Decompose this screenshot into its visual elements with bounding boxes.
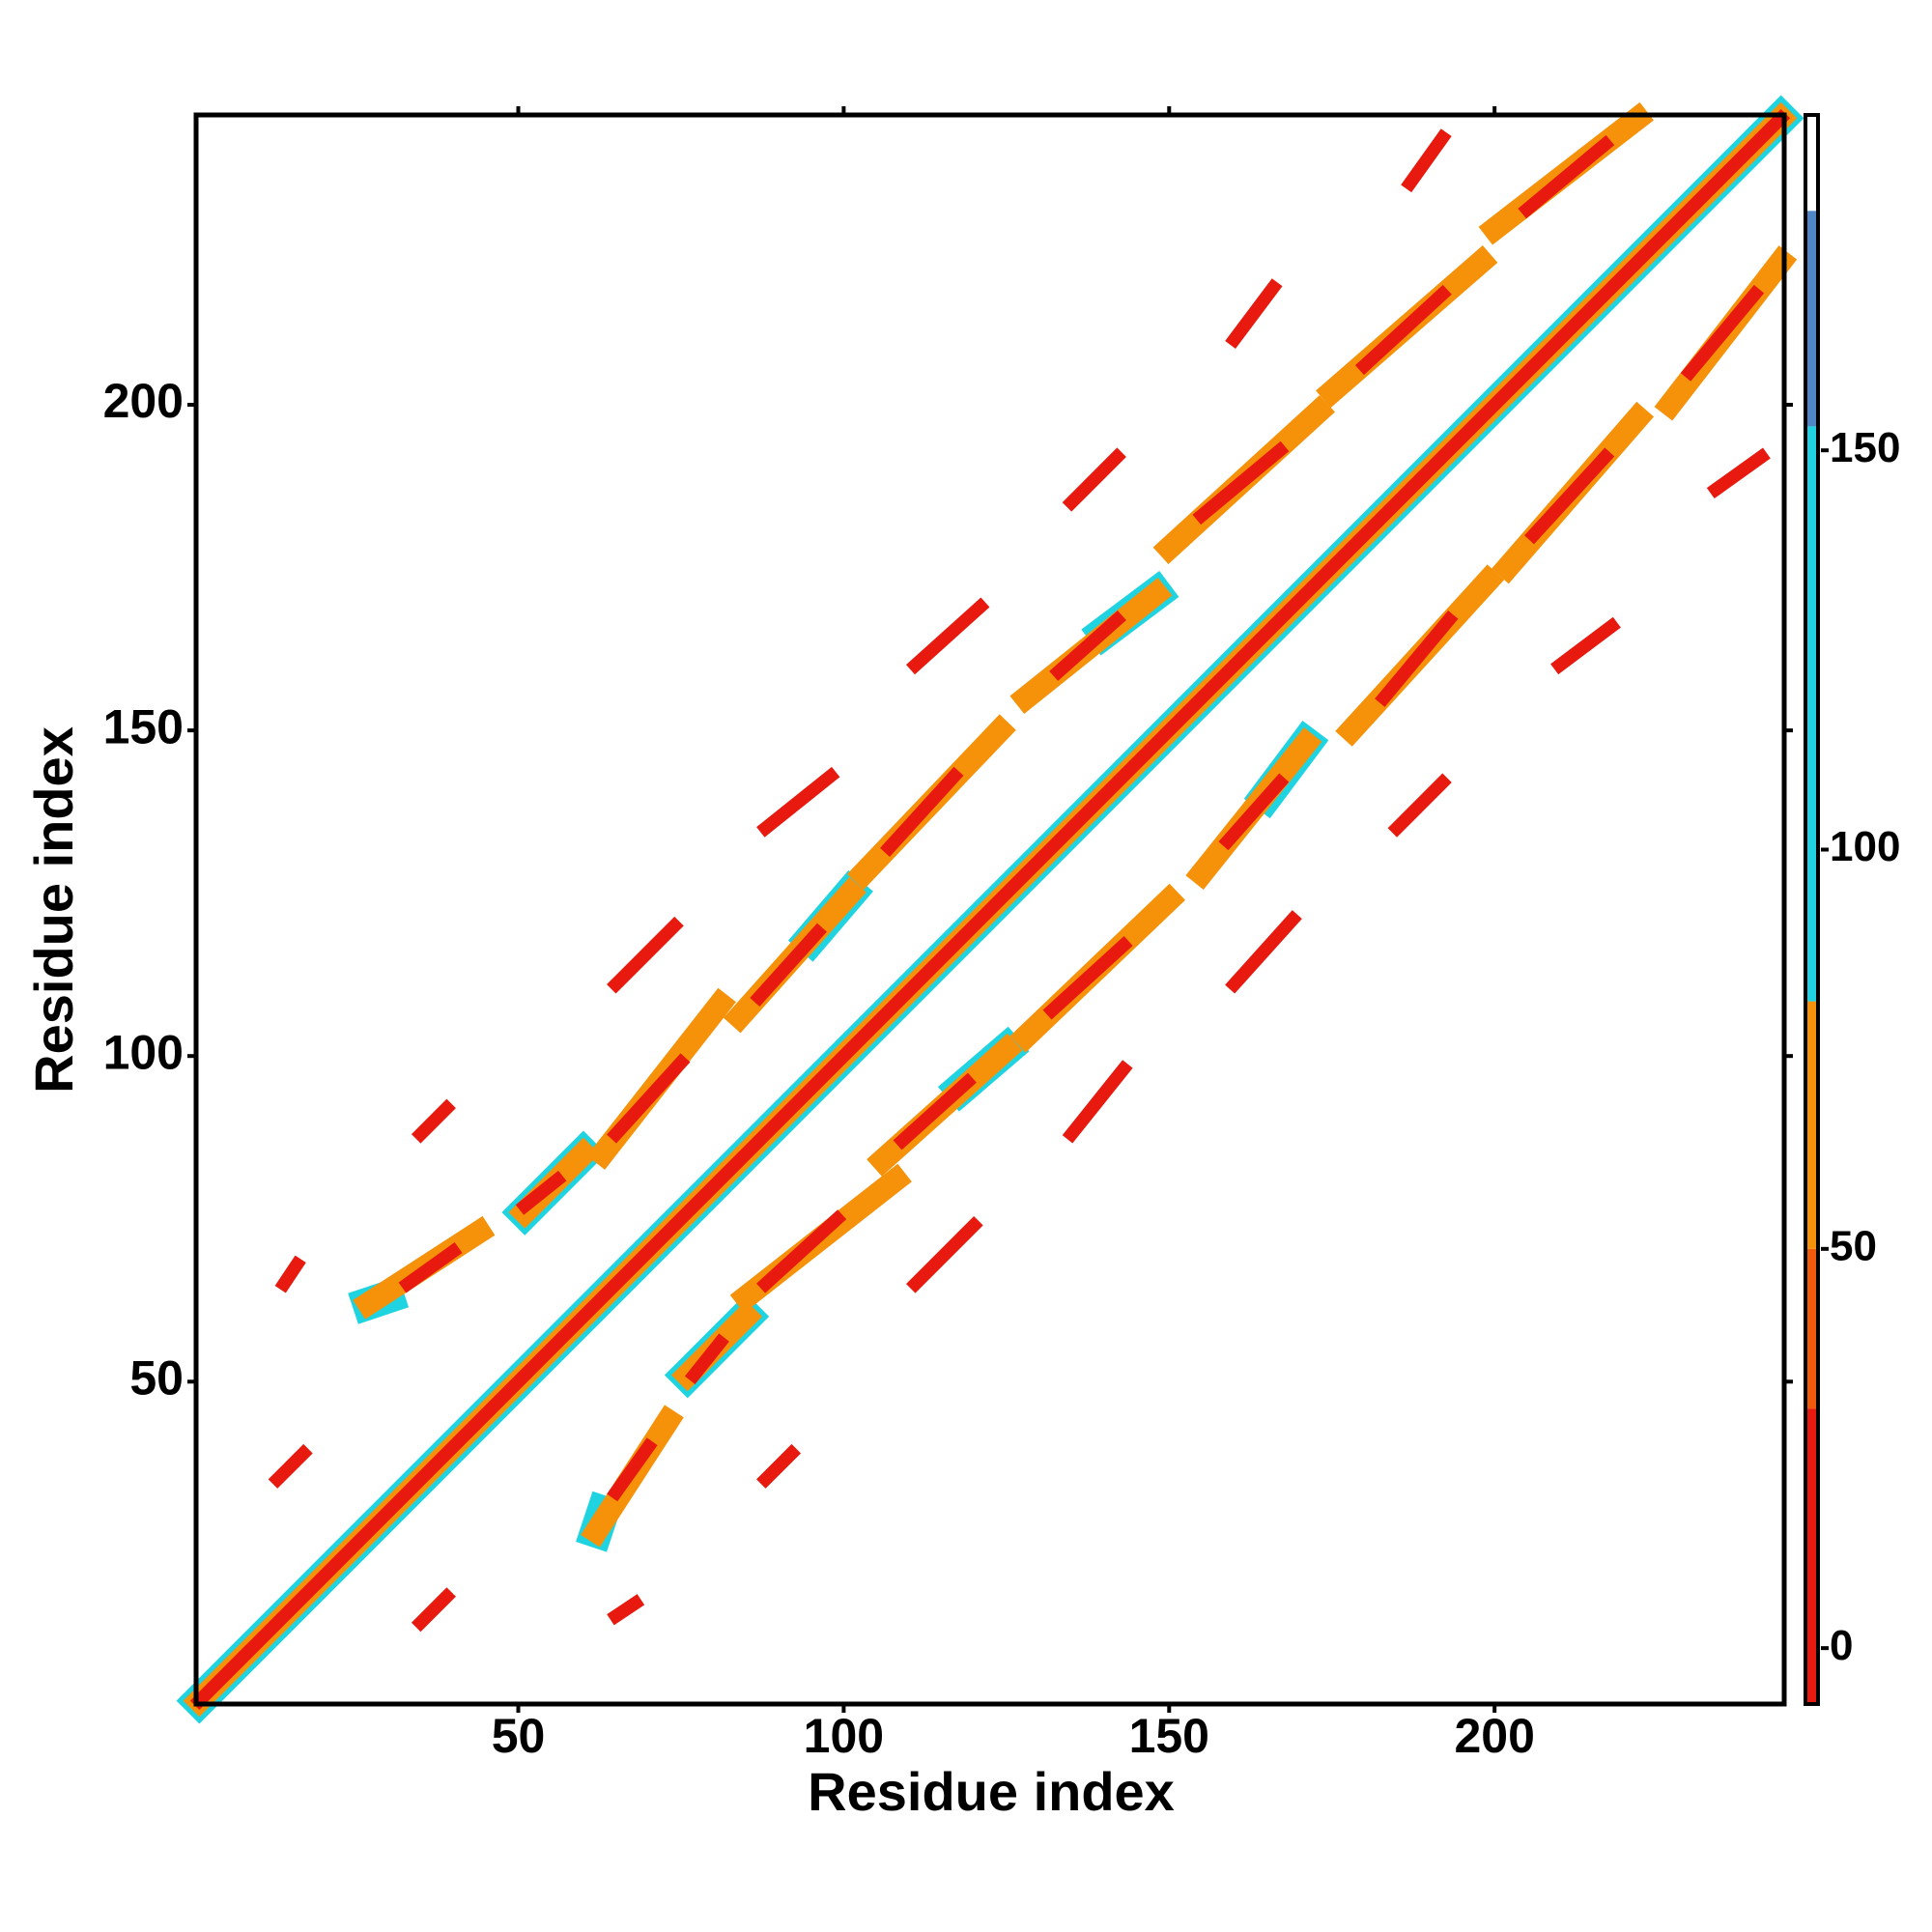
colorbar-frame: [1804, 113, 1820, 1706]
contact-band: [1225, 910, 1302, 994]
colorbar-tick-label: 150: [1830, 424, 1900, 471]
y-axis-label: Residue index: [23, 726, 84, 1094]
contact-band: [906, 597, 990, 675]
contact-band: [1192, 440, 1290, 526]
plot-frame: [193, 112, 1787, 1707]
contact-band: [1518, 134, 1615, 219]
contact-band: [1680, 284, 1765, 382]
colorbar-tick-label: 100: [1830, 823, 1900, 870]
contact-band: [274, 1255, 306, 1293]
contact-band: [1062, 447, 1126, 512]
contact-band: [1354, 284, 1452, 376]
contact-band: [1550, 616, 1621, 675]
contact-band: [1225, 278, 1283, 350]
contact-band: [1042, 936, 1133, 1020]
colorbar-segment: [1805, 1001, 1818, 1249]
x-axis-label: Residue index: [808, 1761, 1175, 1822]
contact-band: [268, 1443, 313, 1489]
y-tick-label: 50: [129, 1350, 184, 1405]
contact-band: [905, 1215, 983, 1293]
colorbar-segment: [1805, 1248, 1818, 1409]
contact-band: [893, 1072, 977, 1151]
contact-band: [1062, 1060, 1133, 1144]
colorbar-tick-label: 0: [1830, 1622, 1853, 1669]
colorbar-segment: [1805, 211, 1818, 427]
contact-band: [1524, 447, 1615, 545]
contact-band: [607, 1053, 691, 1144]
y-tick-label: 200: [103, 374, 184, 428]
contact-band: [607, 1437, 658, 1502]
contact-band: [515, 1170, 567, 1215]
contact-band: [684, 1333, 729, 1385]
x-tick-label: 200: [1454, 1709, 1534, 1763]
x-tick-label: 100: [804, 1709, 884, 1763]
y-tick-label: 150: [103, 699, 184, 753]
contact-band: [1706, 447, 1771, 499]
y-tick-label: 100: [103, 1025, 184, 1079]
contact-band: [607, 916, 684, 994]
colorbar-segment: [1805, 426, 1818, 1002]
contact-band: [411, 1098, 456, 1144]
contact-band: [1375, 611, 1459, 707]
contact-band: [607, 1594, 645, 1626]
contact-band: [1218, 773, 1290, 851]
colorbar-tick-label: 50: [1830, 1222, 1877, 1269]
heatmap-cells: [176, 95, 1804, 1724]
x-tick-label: 150: [1129, 1709, 1209, 1763]
contact-band: [398, 1242, 463, 1293]
contact-band: [750, 923, 827, 1008]
colorbar-segment: [1805, 1408, 1818, 1704]
contact-band: [1401, 128, 1452, 193]
contact-band: [411, 1587, 456, 1633]
x-tick-label: 50: [492, 1709, 546, 1763]
contact-band: [756, 1443, 802, 1489]
contact-band: [880, 766, 964, 857]
contact-band: [189, 108, 1791, 1711]
colorbar-segment: [1805, 115, 1818, 212]
contact-band: [756, 766, 840, 838]
contact-band: [1387, 773, 1452, 838]
contact-band: [756, 1209, 847, 1293]
contact-band: [1049, 610, 1126, 681]
